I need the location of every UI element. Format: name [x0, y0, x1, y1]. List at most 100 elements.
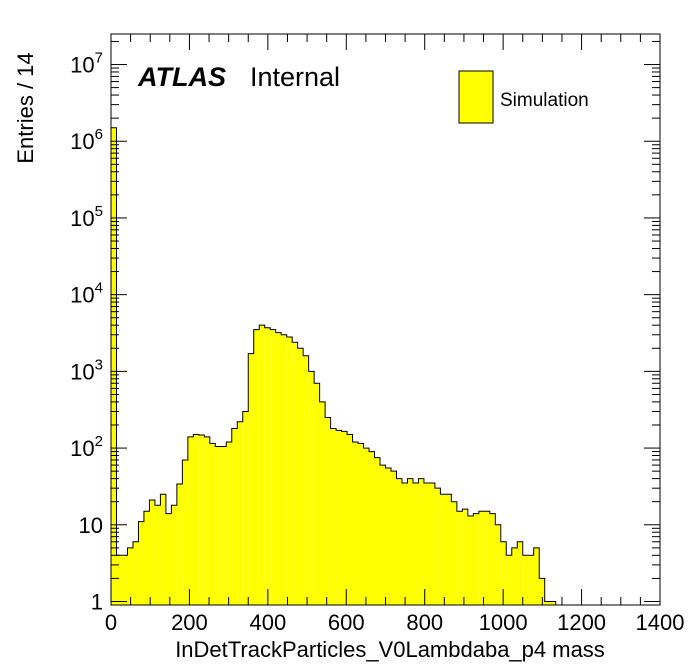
histogram-bar [467, 516, 474, 605]
legend-label-simulation: Simulation [500, 90, 589, 111]
histogram-bar [380, 465, 386, 605]
histogram-bar [517, 541, 523, 605]
histogram-bar [550, 601, 556, 605]
histogram-bars [110, 127, 557, 605]
histogram-bar [374, 457, 381, 605]
histogram-bar [423, 483, 430, 605]
x-axis-ticks: 0 200 400 600 800 1000 1200 1400 [105, 34, 685, 635]
histogram-bar [544, 601, 551, 605]
histogram-bar [489, 513, 496, 605]
histogram-bar [182, 459, 188, 605]
histogram-bar [127, 547, 133, 605]
histogram-bar [193, 434, 199, 605]
histogram-bar [121, 555, 128, 605]
histogram-bar [160, 494, 166, 605]
y-tick-label: 105 [70, 203, 103, 231]
y-tick-label: 104 [70, 280, 103, 308]
y-axis-title: Entries / 14 [13, 52, 38, 163]
histogram-bar [292, 342, 298, 605]
x-tick-label: 600 [328, 610, 365, 635]
x-tick-label: 800 [406, 610, 443, 635]
histogram-bar [237, 421, 243, 605]
histogram-bar [270, 329, 276, 605]
histogram-bar [511, 547, 518, 605]
histogram-bar [149, 500, 155, 605]
histogram-bar [286, 337, 293, 605]
histogram-bar [369, 451, 375, 605]
histogram-bar [154, 505, 161, 605]
histogram-bar [401, 483, 408, 605]
histogram-bar [341, 431, 348, 605]
histogram-bar [143, 511, 150, 605]
histogram-bar [440, 494, 446, 605]
x-axis-title: InDetTrackParticles_V0Lambdaba_p4 mass [175, 637, 605, 662]
y-tick-label: 107 [70, 50, 103, 78]
y-tick-label: 106 [70, 126, 103, 154]
histogram-bar [407, 478, 413, 605]
histogram-bar [462, 509, 468, 605]
histogram-bar [209, 443, 216, 605]
histogram-bar [495, 524, 501, 605]
histogram-bar [198, 435, 205, 605]
y-tick-label: 1 [91, 589, 103, 614]
histogram-bar [363, 448, 370, 605]
histogram-bar [484, 511, 490, 605]
histogram-bar [500, 541, 507, 605]
histogram-bar [248, 353, 254, 605]
histogram-bar [539, 578, 545, 605]
x-tick-label: 400 [249, 610, 286, 635]
histogram-bar [171, 505, 177, 605]
histogram-bar [533, 547, 540, 605]
histogram-bar [220, 446, 227, 605]
histogram-bar [259, 325, 265, 605]
histogram-bar [456, 511, 463, 605]
histogram-bar [314, 383, 320, 605]
histogram-bar [325, 417, 331, 605]
histogram-bar [358, 443, 364, 605]
internal-label: Internal [250, 62, 340, 92]
histogram-bar [204, 436, 210, 605]
histogram-bar [226, 442, 232, 605]
x-tick-label: 1400 [636, 610, 685, 635]
histogram-bar [253, 329, 260, 605]
x-tick-label: 1200 [557, 610, 606, 635]
histogram-bar [165, 513, 172, 605]
histogram-bar [176, 484, 183, 605]
histogram-bar [303, 355, 309, 605]
histogram-bar [390, 471, 397, 605]
histogram-bar [445, 494, 452, 605]
legend-swatch-simulation [458, 70, 494, 124]
histogram-bar [347, 434, 353, 605]
histogram-bar [187, 436, 194, 605]
y-tick-label: 103 [70, 356, 103, 384]
x-tick-label: 1000 [479, 610, 528, 635]
legend: Simulation [458, 70, 589, 124]
histogram-bar [473, 513, 479, 605]
histogram-bar [319, 401, 326, 605]
histogram-bar [138, 521, 144, 605]
histogram-bar [281, 334, 287, 605]
histogram-bar [522, 555, 529, 605]
histogram-bar [352, 442, 359, 605]
x-tick-label: 200 [171, 610, 208, 635]
histogram-bar [264, 327, 271, 605]
y-axis-ticks: 1 10 102 103 104 105 106 107 [70, 40, 660, 614]
histogram-bar [336, 430, 342, 605]
histogram-bar [116, 555, 122, 605]
histogram-bar [451, 501, 457, 605]
histogram-bar [308, 371, 315, 605]
histogram-outline [110, 127, 557, 605]
y-tick-label: 102 [70, 433, 103, 461]
atlas-label: ATLAS [137, 62, 226, 92]
histogram-bar [418, 478, 424, 605]
histogram-bar [111, 127, 117, 605]
histogram-bar [434, 488, 441, 605]
histogram-bar [412, 483, 419, 605]
histogram-bar [275, 332, 282, 605]
histogram-bar [231, 428, 238, 605]
histogram-bar [132, 541, 139, 605]
histogram-bar [396, 478, 402, 605]
histogram-bar [429, 483, 435, 605]
histogram-bar [297, 348, 304, 605]
